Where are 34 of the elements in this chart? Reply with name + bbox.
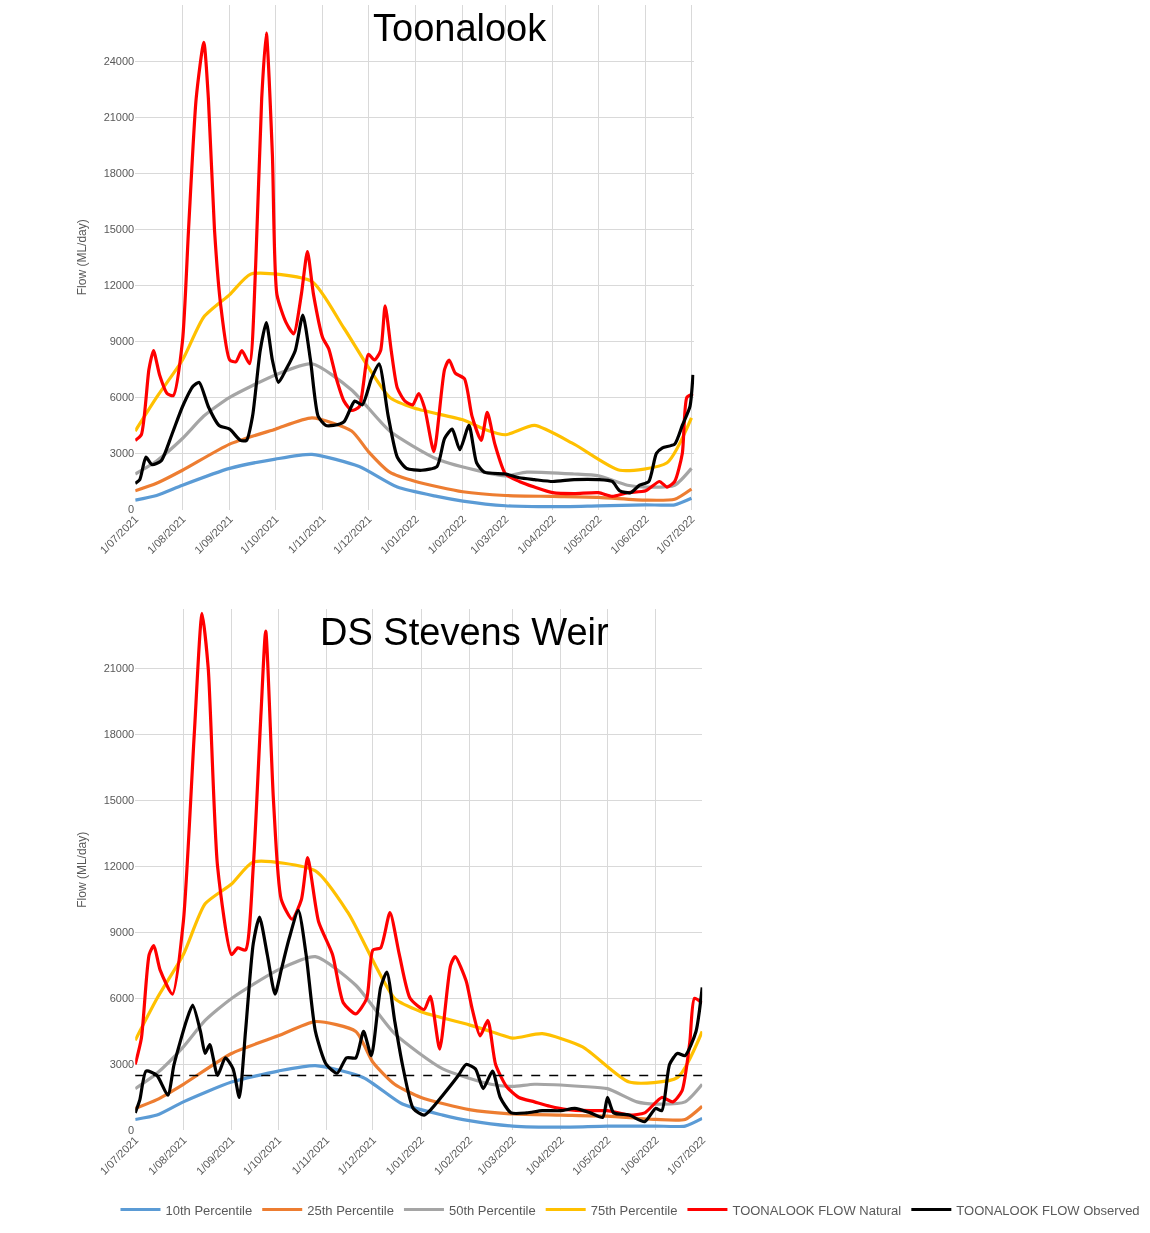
y-tick-label: 12000 [103,860,135,873]
y-tick-label: 15000 [103,223,135,236]
legend-label: TOONALOOK FLOW Observed [956,1202,1140,1218]
y-tick-label: 6000 [109,992,135,1005]
y-tick-label: 0 [128,503,135,516]
line-series [135,416,694,502]
y-tick-label: 24000 [103,54,135,67]
y-tick-label: 9000 [109,335,135,348]
line-series [135,859,703,1085]
line-series [135,908,703,1124]
y-tick-label: 18000 [103,167,135,180]
y-tick-label: 9000 [109,926,135,939]
legend-label: 25th Percentile [307,1202,394,1218]
y-tick-label: 21000 [103,110,135,123]
y-tick-label: 18000 [103,728,135,741]
y-tick-label: 12000 [103,279,135,292]
line-series [135,1063,703,1129]
chart-title: DS Stevens Weir [320,611,609,653]
y-axis-title: Flow (ML/day) [74,219,89,296]
y-tick-label: 3000 [109,447,135,460]
y-axis-title: Flow (ML/day) [74,831,89,908]
y-tick-label: 15000 [103,794,135,807]
chart-title: Toonalook [373,7,548,49]
line-series [135,452,694,509]
legend-label: TOONALOOK FLOW Natural [732,1202,902,1218]
legend-label: 10th Percentile [165,1202,253,1218]
y-tick-label: 21000 [103,662,135,675]
legend-label: 75th Percentile [590,1202,678,1218]
y-tick-label: 0 [128,1124,135,1137]
line-series [135,271,694,473]
line-series [135,313,695,495]
y-tick-label: 6000 [109,391,135,404]
legend-label: 50th Percentile [448,1202,536,1218]
y-tick-label: 3000 [109,1058,135,1071]
